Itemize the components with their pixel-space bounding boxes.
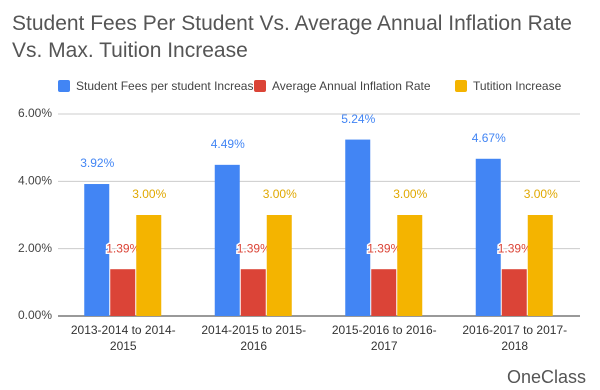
legend-swatch — [58, 80, 70, 92]
data-label: 4.67% — [472, 131, 506, 145]
bar — [110, 269, 136, 316]
bar — [527, 215, 553, 316]
legend-label: Tutition Increase — [473, 79, 562, 93]
y-tick-label: 4.00% — [18, 174, 52, 188]
x-tick-label: 2013-2014 to 2014-2015 — [70, 323, 176, 353]
data-label: 3.00% — [524, 187, 558, 201]
bar — [501, 269, 527, 316]
data-label: 4.49% — [211, 137, 245, 151]
watermark: OneClass — [506, 367, 586, 387]
bar — [266, 215, 292, 316]
data-label: 3.92% — [80, 156, 114, 170]
data-label: 1.39% — [367, 241, 401, 255]
bar — [214, 164, 240, 316]
x-tick-label: 2014-2015 to 2015-2016 — [201, 323, 307, 353]
x-tick-label: 2015-2016 to 2016-2017 — [331, 323, 437, 353]
data-label: 1.39% — [106, 241, 140, 255]
legend-label: Average Annual Inflation Rate — [272, 79, 431, 93]
data-label: 3.00% — [393, 187, 427, 201]
bar — [136, 215, 162, 316]
bar — [84, 184, 110, 316]
legend-label: Student Fees per student Increase — [76, 79, 260, 93]
data-label: 3.00% — [263, 187, 297, 201]
data-label: 5.24% — [341, 112, 375, 126]
data-label: 3.00% — [132, 187, 166, 201]
bar — [475, 158, 501, 316]
x-tick-label: 2016-2017 to 2017-2018 — [462, 323, 568, 353]
y-tick-label: 6.00% — [18, 106, 52, 120]
y-tick-label: 2.00% — [18, 241, 52, 255]
bar — [371, 269, 397, 316]
chart-title: Student Fees Per Student Vs. Average Ann… — [12, 12, 572, 62]
bar — [397, 215, 423, 316]
bar — [345, 139, 371, 316]
data-label: 1.39% — [237, 241, 271, 255]
bar — [240, 269, 266, 316]
legend-swatch — [455, 80, 467, 92]
data-label: 1.39% — [498, 241, 532, 255]
legend-swatch — [254, 80, 266, 92]
y-tick-label: 0.00% — [18, 308, 52, 322]
